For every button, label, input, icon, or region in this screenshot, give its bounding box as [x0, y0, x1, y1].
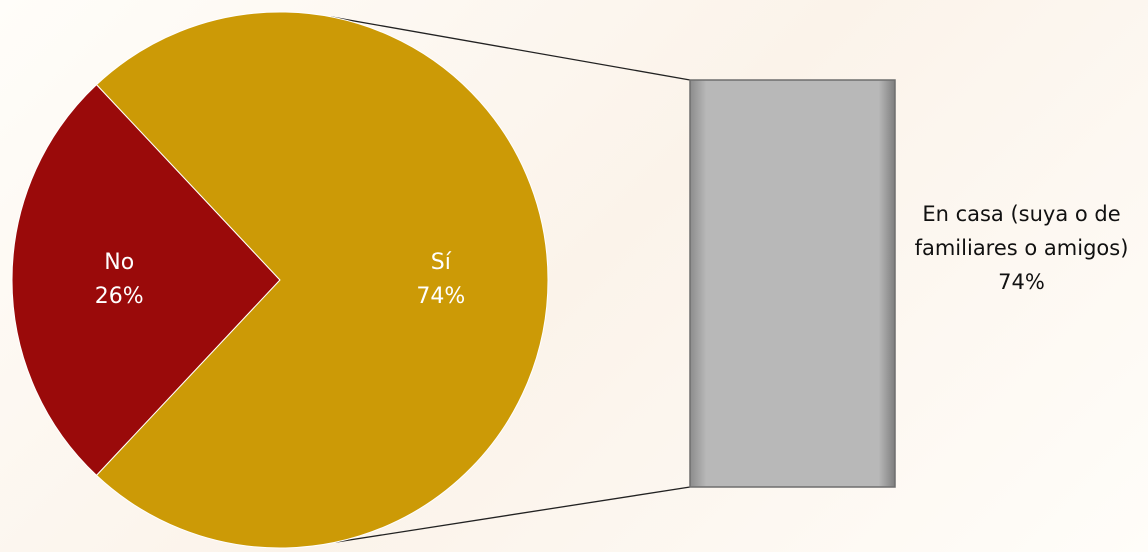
- slice-category: Sí: [431, 250, 452, 275]
- pie-slice: [95, 11, 549, 549]
- slice-category: No: [104, 250, 134, 275]
- bar-category: En casa (suya o de familiares o amigos): [914, 202, 1129, 260]
- bar-segment: [689, 79, 896, 488]
- bar-value-label: 74%: [998, 270, 1045, 294]
- pie-slice: [11, 83, 281, 477]
- slice-value-label: 26%: [95, 284, 144, 309]
- connector: [331, 16, 691, 81]
- bar-label: En casa (suya o de familiares o amigos) …: [895, 197, 1148, 299]
- connector: [335, 486, 691, 543]
- slice-value-label: 74%: [416, 284, 465, 309]
